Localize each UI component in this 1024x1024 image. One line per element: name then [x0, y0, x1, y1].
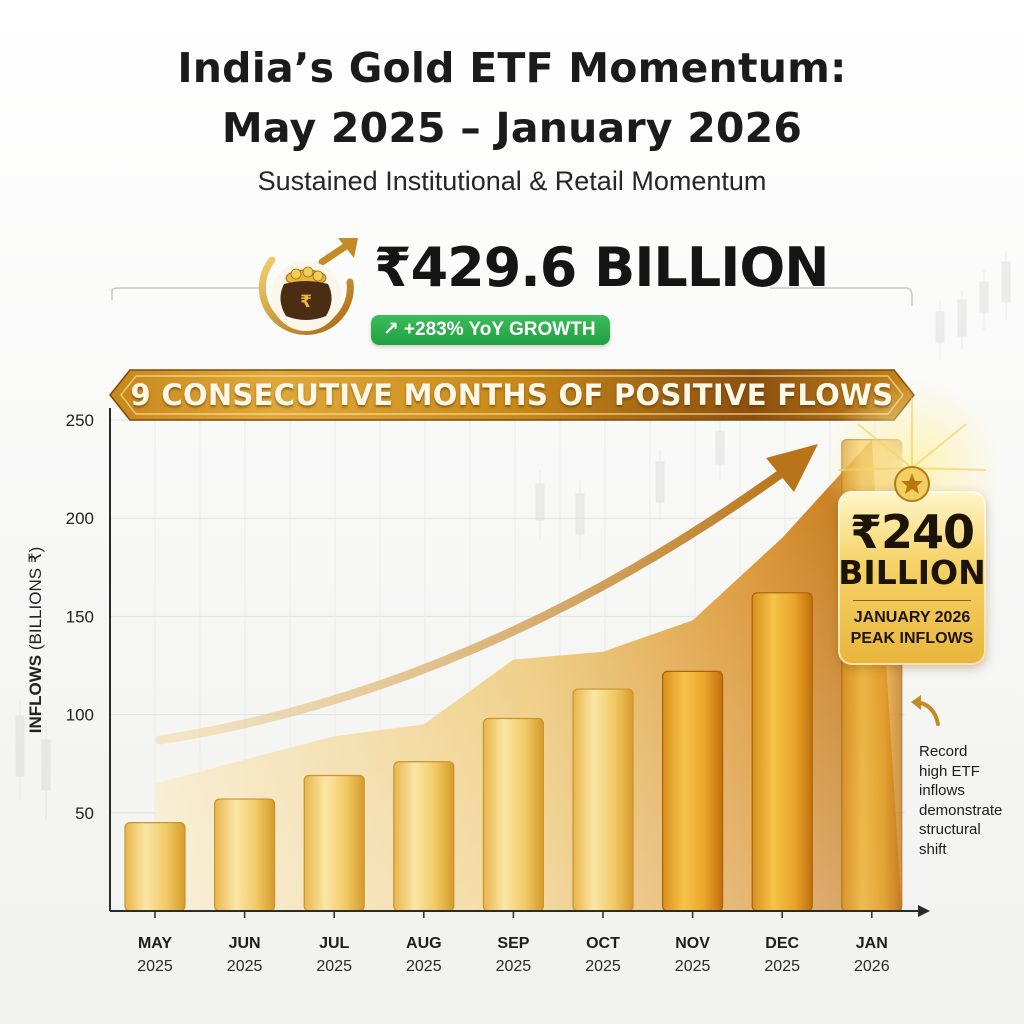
bar: [393, 761, 455, 912]
x-tick-label-month: MAY: [138, 935, 172, 952]
bar: [482, 717, 544, 912]
x-tick-label-year: 2025: [764, 958, 800, 975]
bar: [661, 670, 724, 912]
bar: [572, 688, 634, 912]
x-tick-label-month: JUN: [229, 935, 261, 952]
y-axis-title-main: INFLOWS: [26, 654, 45, 734]
growth-arrow-icon: ↗: [383, 319, 399, 340]
x-tick-label-month: JAN: [856, 935, 888, 952]
bar: [214, 798, 276, 912]
x-tick-label-month: OCT: [586, 935, 620, 952]
title-line-2: May 2025 – January 2026: [221, 104, 803, 152]
x-tick-labels: MAY 2025 JUN 2025 JUL 2025 AUG 2025 SEP 2025 OCT 20…: [137, 935, 889, 975]
bar: [124, 822, 186, 912]
y-tick-label: 100: [66, 706, 94, 725]
x-tick-label-year: 2025: [585, 958, 621, 975]
bar: [751, 592, 813, 912]
callout-divider: [853, 600, 971, 601]
x-tick-label-year: 2025: [675, 958, 711, 975]
star-icon: [894, 466, 930, 502]
bar: [303, 774, 365, 912]
note-line: inflows: [919, 782, 965, 800]
chart-subtitle: Sustained Institutional & Retail Momentu…: [257, 166, 767, 196]
x-tick-label-month: JUL: [319, 935, 349, 952]
x-tick-label-year: 2026: [854, 958, 890, 975]
y-tick-label: 50: [75, 804, 94, 823]
title-line-1: India’s Gold ETF Momentum:: [177, 44, 847, 92]
annotation-note: Record high ETF inflows demonstrate stru…: [919, 742, 1002, 860]
x-axis-arrowhead: [918, 905, 930, 917]
axes: [109, 408, 930, 918]
callout-unit: BILLION: [838, 553, 986, 592]
y-axis-title-unit: (BILLIONS ₹): [26, 546, 45, 651]
peak-callout: ₹240 BILLION JANUARY 2026 PEAK INFLOWS: [838, 466, 986, 665]
growth-badge: ↗ +283% YoY GROWTH: [371, 315, 610, 345]
growth-label: +283% YoY GROWTH: [403, 319, 596, 340]
x-tick-label-year: 2025: [406, 958, 442, 975]
trend-arrow-head: [766, 444, 818, 492]
background-candlesticks: [15, 250, 1011, 820]
note-line: demonstrate: [919, 801, 1003, 819]
callout-caption-2: PEAK INFLOWS: [850, 630, 974, 647]
gold-pot-rupee-icon: ₹: [258, 238, 358, 335]
note-line: high ETF: [919, 762, 980, 780]
x-tick-label-month: AUG: [406, 935, 442, 952]
x-tick-label-month: SEP: [497, 935, 529, 952]
y-tick-label: 150: [66, 607, 94, 626]
x-tick-label-month: NOV: [675, 935, 710, 952]
y-tick-label: 250: [66, 411, 94, 430]
trend-arrow: [155, 444, 818, 745]
trend-arrow-shaft: [155, 465, 791, 745]
headline-frame: [111, 287, 913, 306]
headline-value: ₹429.6 BILLION: [374, 236, 829, 299]
pot-rupee-symbol: ₹: [300, 292, 312, 312]
note-line: shift: [919, 840, 947, 858]
x-tick-label-year: 2025: [496, 958, 532, 975]
banner-text: 9 CONSECUTIVE MONTHS OF POSITIVE FLOWS: [130, 378, 894, 412]
x-tick-label-year: 2025: [137, 958, 173, 975]
note-line: structural: [919, 821, 981, 839]
y-tick-labels: 50 100 150 200 250: [66, 411, 94, 823]
y-tick-label: 200: [66, 509, 94, 528]
x-tick-label-month: DEC: [765, 935, 799, 952]
callout-amount: ₹240: [849, 505, 975, 559]
callout-caption-1: JANUARY 2026: [853, 609, 971, 626]
chart-title: India’s Gold ETF Momentum: May 2025 – Ja…: [0, 38, 1024, 158]
x-tick-label-year: 2025: [227, 958, 263, 975]
x-tick-label-year: 2025: [316, 958, 352, 975]
note-line: Record: [919, 743, 968, 760]
